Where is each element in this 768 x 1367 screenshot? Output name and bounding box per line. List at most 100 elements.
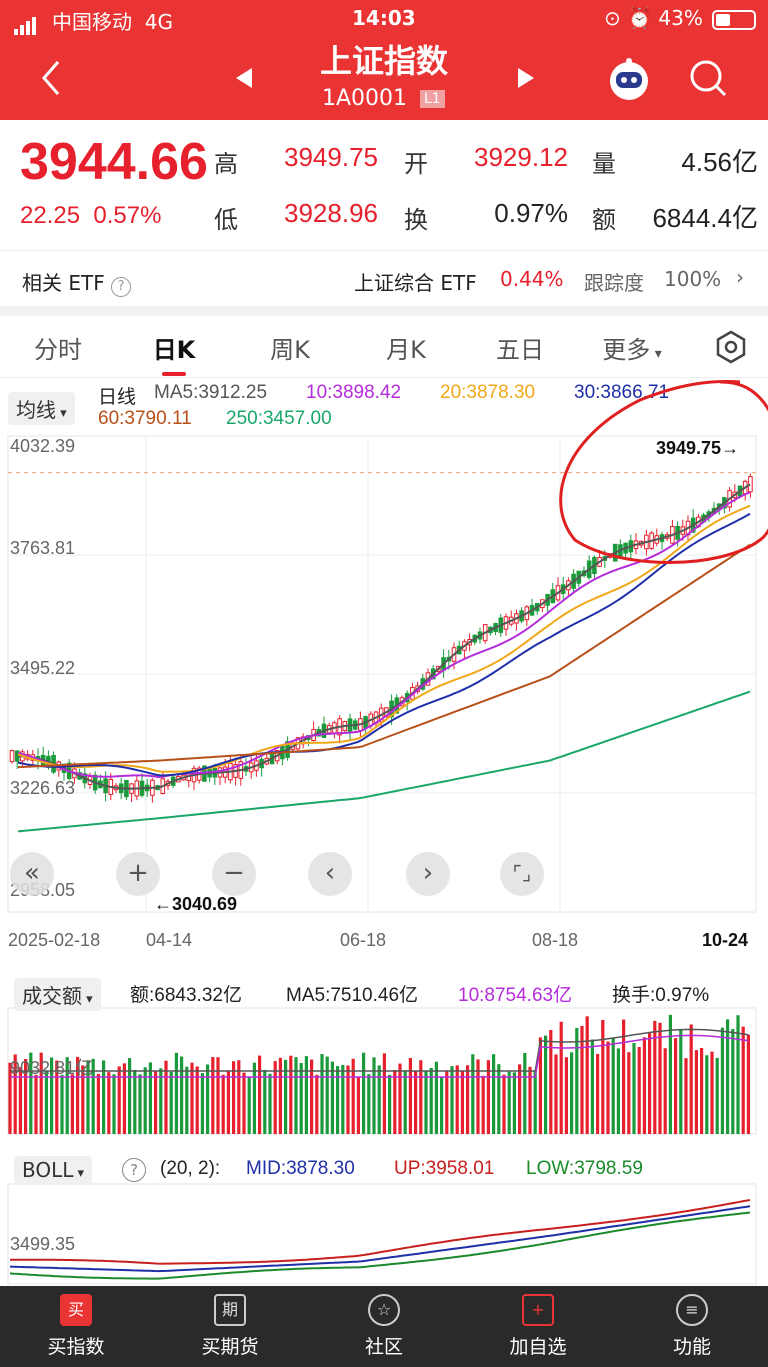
boll-mid: MID:3878.30: [246, 1158, 355, 1179]
buy-icon: 买: [60, 1294, 92, 1326]
volume-bar: [195, 1066, 199, 1134]
ma-selector[interactable]: 均线 ▾: [8, 392, 75, 425]
back-icon[interactable]: [36, 58, 66, 98]
volume-bar: [419, 1060, 423, 1134]
low-marker: ←3040.69: [154, 894, 238, 914]
volume-indicator-selector[interactable]: 成交额 ▾: [14, 978, 101, 1011]
volume-bar: [180, 1056, 184, 1134]
nav-add-watchlist[interactable]: + 加自选: [478, 1294, 598, 1359]
volume-bar: [174, 1052, 178, 1134]
volume-bar: [710, 1051, 714, 1134]
volume-bar: [502, 1074, 506, 1134]
x-date: 08-18: [532, 930, 579, 950]
x-date: 06-18: [340, 930, 387, 950]
volume-bar: [512, 1072, 516, 1134]
scroll-right-button[interactable]: ›: [406, 852, 450, 896]
top-header: 中国移动 4G 14:03 ⊙ ⏰ 43% 上证指数 1A0001 L1: [0, 0, 768, 120]
volume-bar: [50, 1057, 54, 1134]
volume-bar: [96, 1073, 100, 1134]
tab-intraday[interactable]: 分时: [34, 336, 82, 364]
boll-axis-label: 3499.35: [10, 1234, 76, 1254]
volume-bar: [408, 1057, 412, 1134]
zoom-out-button[interactable]: −: [212, 852, 256, 896]
prev-index-icon[interactable]: [232, 66, 256, 90]
volume-bar: [575, 1027, 579, 1134]
menu-icon: ≡: [676, 1294, 708, 1326]
volume-bar: [154, 1071, 158, 1134]
volume-bar: [746, 1034, 750, 1134]
volume-bar: [492, 1054, 496, 1134]
volume-bar: [133, 1069, 137, 1134]
candle-body: [9, 750, 15, 763]
volume-bar: [616, 1048, 620, 1134]
next-index-icon[interactable]: [514, 66, 538, 90]
volume-bar: [315, 1074, 319, 1134]
help-icon[interactable]: ?: [122, 1158, 146, 1182]
etf-name: 上证综合 ETF: [354, 271, 477, 295]
volume-bar: [460, 1070, 464, 1134]
volume-bar: [471, 1054, 475, 1134]
volume-bar: [44, 1070, 48, 1134]
zoom-in-button[interactable]: +: [116, 852, 160, 896]
tab-weekly-k[interactable]: 周K: [270, 336, 310, 364]
boll-up: UP:3958.01: [394, 1158, 495, 1179]
nav-buy-index[interactable]: 买买指数: [16, 1294, 136, 1359]
volume-bar: [590, 1039, 594, 1134]
volume-bar: [538, 1037, 542, 1134]
vol-axis-label: 9032.81亿: [10, 1058, 94, 1078]
help-icon: ?: [111, 277, 132, 297]
low-value: 3928.96: [284, 198, 378, 228]
volume-bar: [622, 1019, 626, 1134]
battery-icon: [712, 10, 756, 30]
volume-bar: [398, 1063, 402, 1134]
ma-line-10: [17, 491, 751, 779]
volume-bar: [164, 1060, 168, 1134]
tab-monthly-k[interactable]: 月K: [386, 336, 426, 364]
price-change: 22.25 0.57%: [20, 202, 162, 229]
quote-panel: 3944.66 22.25 0.57% 高 3949.75 开 3929.12 …: [0, 120, 768, 250]
y-tick: 4032.39: [10, 436, 76, 456]
bottom-nav: 买买指数 期买期货 ☆ 社区 + 加自选 ≡ 功能: [0, 1286, 768, 1367]
level-badge: L1: [420, 90, 445, 108]
volume-bar: [611, 1038, 615, 1134]
boll-selector[interactable]: BOLL ▾: [14, 1156, 93, 1184]
signal-icon: [14, 11, 38, 35]
volume-bar: [544, 1035, 548, 1134]
scroll-left-button[interactable]: ‹: [308, 852, 352, 896]
volume-bar: [320, 1053, 324, 1134]
search-icon[interactable]: [688, 58, 728, 98]
volume-bar: [450, 1066, 454, 1134]
fullscreen-button[interactable]: ⌜⌟: [500, 852, 544, 896]
volume-bar: [128, 1058, 132, 1134]
settings-icon[interactable]: [714, 330, 748, 364]
robot-assistant-icon[interactable]: [606, 56, 652, 102]
volume-bar: [549, 1030, 553, 1134]
volume-bar: [585, 1016, 589, 1134]
divider: [0, 306, 768, 316]
alarm-icon: ⊙ ⏰: [604, 6, 659, 30]
volume-bar: [481, 1075, 485, 1134]
carrier-label: 中国移动 4G: [52, 10, 173, 34]
boll-low: LOW:3798.59: [526, 1158, 643, 1179]
tab-more[interactable]: 更多 ▾: [602, 336, 662, 364]
nav-community[interactable]: ☆ 社区: [324, 1294, 444, 1359]
open-value: 3929.12: [474, 142, 568, 172]
etf-pct: 0.44%: [500, 267, 564, 291]
volume-bar: [70, 1074, 74, 1134]
volume-bar: [341, 1064, 345, 1134]
kline-chart[interactable]: [0, 0, 768, 1286]
volume-bar: [143, 1067, 147, 1134]
nav-buy-futures[interactable]: 期买期货: [170, 1294, 290, 1359]
tab-five-day[interactable]: 五日: [496, 336, 544, 364]
nav-functions[interactable]: ≡ 功能: [632, 1294, 752, 1359]
volume-bar: [658, 1022, 662, 1134]
collapse-left-icon[interactable]: «: [10, 852, 54, 896]
track-value: 100%: [664, 267, 722, 291]
volume-value: 4.56亿: [681, 147, 758, 177]
ma10-legend: 10:3898.42: [306, 382, 402, 403]
volume-bar: [185, 1066, 189, 1134]
vol-turnover: 换手:0.97%: [612, 985, 710, 1006]
add-icon: +: [522, 1294, 554, 1326]
related-etf-row[interactable]: 相关 ETF ? 上证综合 ETF 0.44% 跟踪度 100% ›: [0, 250, 768, 306]
tab-daily-k[interactable]: 日K: [134, 330, 214, 376]
